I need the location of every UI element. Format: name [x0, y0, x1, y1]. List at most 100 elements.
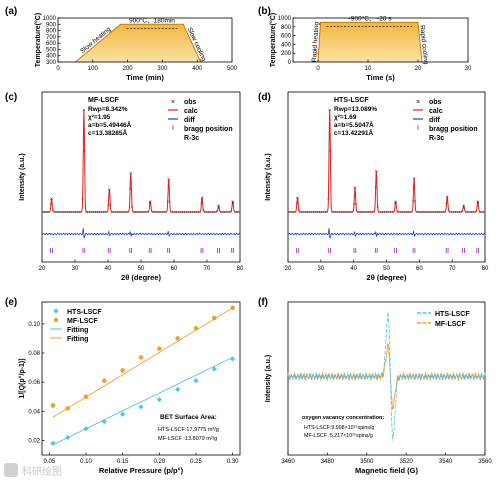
refinement-stat: Rwp=8.342% [88, 106, 128, 113]
y-tick-label: 400 [281, 42, 292, 48]
obs-marker [107, 203, 110, 206]
panel-label: (c) [5, 92, 17, 103]
legend-swatch [53, 308, 59, 314]
y-tick-label: 200 [281, 51, 292, 57]
obs-marker [455, 210, 458, 214]
obs-marker [386, 210, 389, 214]
obs-marker [160, 210, 163, 214]
obs-marker [453, 210, 456, 214]
y-tick-label: 300 [46, 60, 57, 66]
obs-marker [91, 210, 94, 214]
obs-marker [111, 210, 114, 214]
obs-marker [188, 210, 191, 214]
obs-marker [125, 210, 128, 214]
obs-marker [83, 149, 86, 152]
data-point [230, 305, 235, 311]
obs-marker [358, 210, 362, 214]
obs-marker [352, 203, 356, 206]
obs-marker [166, 200, 169, 203]
obs-marker [406, 210, 409, 214]
x-tick-label: 10 [365, 66, 372, 72]
data-point [50, 440, 56, 446]
x-tick-label: 20 [285, 266, 292, 272]
obs-marker [421, 210, 425, 214]
obs-marker [81, 197, 84, 200]
obs-marker [339, 210, 342, 214]
obs-marker [128, 187, 132, 190]
obs-marker [459, 210, 462, 214]
x-tick-label: 30 [72, 266, 79, 272]
obs-marker [82, 108, 86, 112]
obs-marker [61, 210, 64, 214]
data-point [65, 434, 71, 441]
y-tick-label: 0 [288, 60, 292, 66]
x-tick-label: 40 [350, 266, 357, 272]
obs-marker [229, 210, 233, 213]
bet-title: BET Surface Area: [160, 414, 217, 421]
obs-marker [382, 210, 385, 214]
legend-entry: MF-LSCF [67, 318, 98, 325]
x-tick-label: 20 [415, 66, 422, 72]
panel-label: (d) [258, 92, 271, 103]
obs-marker [372, 210, 375, 214]
data-point [157, 346, 162, 351]
obs-marker [335, 210, 338, 214]
obs-marker [87, 210, 90, 214]
obs-marker [134, 210, 138, 214]
obs-marker [200, 202, 203, 205]
refinement-stat: χ²=1.69 [334, 114, 357, 121]
obs-marker [343, 210, 346, 214]
obs-marker [323, 210, 326, 214]
obs-marker [178, 210, 181, 214]
obs-marker [196, 210, 199, 214]
obs-marker [400, 210, 403, 214]
data-point [83, 426, 89, 432]
obs-marker [150, 210, 154, 213]
obs-marker [353, 186, 357, 189]
data-point [102, 378, 107, 383]
obs-marker [356, 210, 360, 214]
obs-marker [333, 210, 336, 214]
obs-marker [89, 210, 92, 214]
obs-marker [136, 210, 140, 214]
x-tick-label: 3460 [281, 459, 295, 465]
legend-entry: Fitting [67, 336, 88, 343]
obs-marker [144, 210, 148, 214]
obs-marker [218, 207, 221, 210]
obs-marker [212, 210, 215, 214]
obs-marker [411, 200, 415, 203]
obs-marker [198, 210, 201, 214]
obs-marker [289, 210, 293, 214]
obs-marker [354, 203, 358, 206]
annotation-top: ~900°C、~20 s [347, 14, 392, 22]
profile-line [75, 23, 202, 63]
obs-marker [43, 210, 47, 214]
refinement-stat: c=13.38285Å [88, 128, 128, 137]
obs-marker [130, 205, 134, 209]
obs-marker [398, 210, 401, 214]
obs-marker [443, 210, 446, 214]
epr-line [287, 343, 486, 410]
obs-marker [101, 210, 104, 214]
obs-marker [362, 210, 365, 214]
data-point [120, 411, 126, 417]
y-tick-label: 500 [46, 47, 57, 53]
calc-line [42, 109, 240, 213]
obs-marker [447, 208, 450, 212]
plot-frame [292, 17, 469, 63]
data-point [211, 366, 217, 372]
plot-frame [41, 301, 241, 456]
obs-marker [480, 210, 484, 214]
obs-marker [409, 210, 413, 214]
obs-marker [170, 210, 173, 214]
x-tick-label: 50 [138, 266, 145, 272]
obs-marker [216, 210, 219, 213]
legend-entry: R-3c [184, 135, 199, 142]
legend-entry: diff [184, 117, 196, 124]
x-tick-label: 3540 [439, 459, 453, 465]
obs-marker [445, 195, 449, 199]
obs-marker [172, 210, 175, 214]
obs-marker [425, 210, 429, 214]
x-tick-label: 0.05 [43, 459, 55, 465]
x-tick-label: 500 [227, 66, 238, 72]
